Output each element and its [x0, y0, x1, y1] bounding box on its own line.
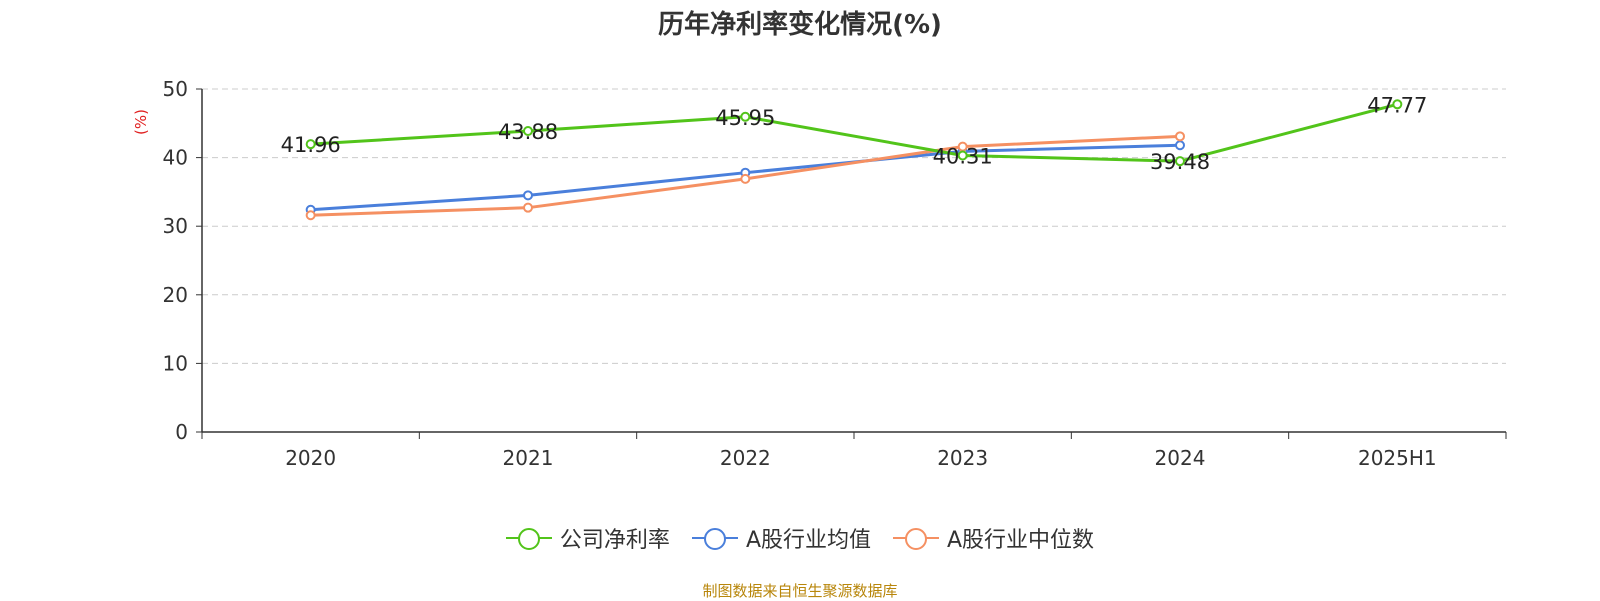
x-tick-label: 2023: [937, 446, 988, 470]
data-point: [957, 150, 968, 161]
y-tick-label: 20: [163, 283, 188, 307]
legend-item-industry-mean[interactable]: A股行业均值: [691, 522, 871, 554]
legend-label-company: 公司净利率: [559, 528, 670, 553]
y-tick-label: 30: [163, 214, 188, 238]
x-tick-label: 2025H1: [1358, 446, 1437, 470]
legend-label-industry-mean: A股行业均值: [745, 528, 871, 553]
data-point: [1175, 156, 1185, 167]
y-tick-label: 0: [175, 420, 188, 444]
legend-marker-industry-median: [893, 528, 939, 550]
data-point: [305, 139, 316, 150]
legend-label-industry-median: A股行业中位数: [947, 528, 1095, 553]
x-tick-label: 2020: [285, 446, 336, 470]
data-point: [740, 111, 751, 122]
data-label: 45.95: [715, 106, 775, 130]
legend-item-industry-median[interactable]: A股行业中位数: [893, 522, 1094, 554]
data-point: [523, 202, 533, 213]
x-tick-label: 2024: [1155, 446, 1206, 470]
data-label: 41.96: [281, 133, 341, 157]
chart-legend: 公司净利率 A股行业均值 A股行业中位数: [0, 522, 1600, 554]
data-label: 43.88: [498, 120, 558, 144]
data-point: [1175, 140, 1185, 151]
data-label: 39.48: [1150, 150, 1210, 174]
data-point: [1392, 99, 1403, 110]
y-tick-label: 50: [163, 77, 188, 101]
data-point: [1175, 131, 1185, 142]
legend-marker-industry-mean: [691, 528, 738, 550]
data-label: 47.77: [1367, 93, 1427, 117]
data-source-note: 制图数据来自恒生聚源数据库: [702, 582, 898, 600]
data-label: 40.31: [933, 144, 993, 168]
x-tick-label: 2021: [503, 446, 554, 470]
y-tick-label: 10: [163, 351, 188, 375]
x-tick-label: 2022: [720, 446, 771, 470]
data-point: [523, 190, 533, 201]
y-axis-label: (%): [132, 109, 150, 135]
series-line: [310, 102, 1398, 163]
legend-item-company[interactable]: 公司净利率: [505, 522, 670, 554]
chart-title: 历年净利率变化情况(%): [658, 10, 942, 40]
legend-marker-company: [505, 528, 552, 550]
data-point: [740, 173, 751, 184]
data-point: [523, 125, 533, 136]
data-point: [305, 210, 316, 221]
y-tick-label: 40: [163, 146, 188, 170]
